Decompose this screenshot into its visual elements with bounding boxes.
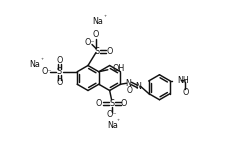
Text: S: S [109,99,114,108]
Text: O⁻: O⁻ [85,38,95,47]
Text: ⁺: ⁺ [104,15,107,20]
Text: S: S [95,47,100,56]
Text: S: S [57,67,62,76]
Text: Na: Na [93,17,104,26]
Text: O: O [93,30,99,39]
Text: O: O [106,46,113,56]
Text: O: O [127,86,132,95]
Text: O: O [182,88,189,97]
Text: O: O [56,78,63,87]
Text: N: N [126,79,131,88]
Text: O: O [96,98,102,107]
Text: O⁻: O⁻ [42,67,52,76]
Text: Na: Na [107,121,118,130]
Text: O: O [56,56,63,65]
Text: OH: OH [113,64,125,73]
Text: ⁺: ⁺ [41,58,44,63]
Text: N: N [136,82,141,91]
Text: O: O [121,98,127,107]
Text: Na: Na [30,60,41,69]
Text: O⁻: O⁻ [106,110,117,119]
Text: ⁺: ⁺ [117,119,120,124]
Text: NH: NH [177,76,189,85]
